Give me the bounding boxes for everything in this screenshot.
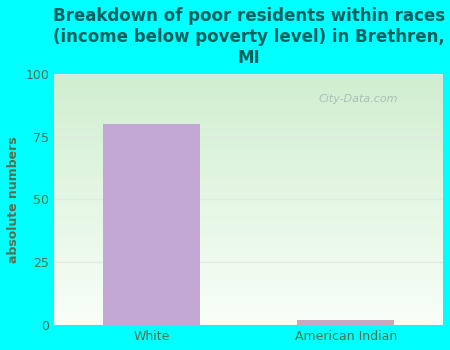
Title: Breakdown of poor residents within races
(income below poverty level) in Brethre: Breakdown of poor residents within races… [53,7,445,66]
Bar [297,320,395,325]
Text: City-Data.com: City-Data.com [319,94,398,104]
Bar [103,124,200,325]
Y-axis label: absolute numbers: absolute numbers [7,136,20,263]
